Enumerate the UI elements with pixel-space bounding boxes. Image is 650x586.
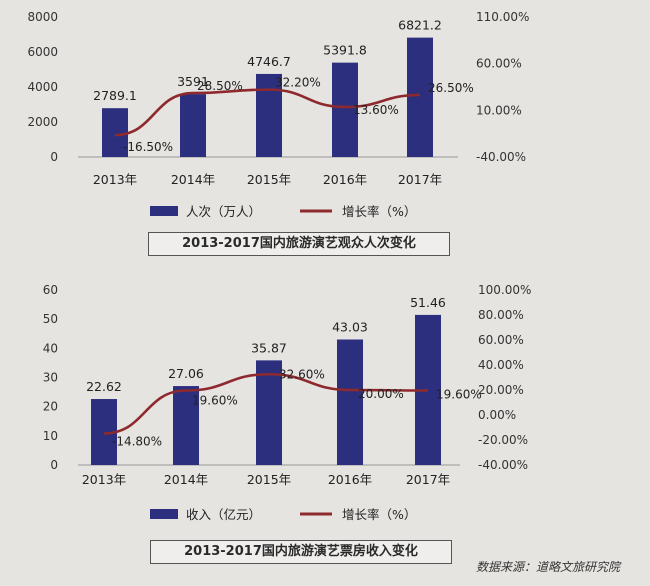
- right-axis-tick-label: -40.00%: [478, 458, 528, 472]
- left-axis-tick-label: 0: [50, 458, 58, 472]
- left-axis-tick-label: 0: [50, 150, 58, 164]
- right-axis-tick-label: 80.00%: [478, 308, 524, 322]
- right-axis-tick-label: 60.00%: [476, 57, 522, 71]
- growth-rate-line: [103, 372, 429, 435]
- left-axis-tick-label: 60: [43, 283, 58, 297]
- right-axis-tick-label: 100.00%: [478, 283, 531, 297]
- category-label: 2015年: [247, 472, 291, 487]
- legend-bar-label: 人次（万人）: [186, 204, 261, 219]
- bar-value-label: 6821.2: [398, 18, 442, 33]
- legend-bar-swatch: [150, 206, 178, 216]
- bar-2016年: [337, 339, 363, 465]
- right-axis-tick-label: 110.00%: [476, 10, 529, 24]
- bar-2014年: [180, 94, 206, 157]
- bar-2016年: [332, 62, 358, 157]
- left-axis-tick-label: 50: [43, 312, 58, 326]
- bar-value-label: 35.87: [251, 340, 287, 355]
- right-axis-tick-label: 40.00%: [478, 358, 524, 372]
- category-label: 2013年: [93, 172, 137, 187]
- right-axis-tick-label: -40.00%: [476, 150, 526, 164]
- bar-2015年: [256, 73, 282, 157]
- bar-value-label: 5391.8: [323, 43, 367, 58]
- right-axis-tick-label: -20.00%: [478, 433, 528, 447]
- growth-rate-label: -14.80%: [112, 435, 162, 449]
- category-label: 2013年: [82, 472, 126, 487]
- growth-rate-label: 20.00%: [358, 387, 404, 401]
- audience-chart: 0 2000 4000 6000 8000 -40.00% 10.00% 60.00% 110.…: [27, 10, 529, 219]
- legend-line-label: 增长率（%）: [342, 507, 416, 522]
- growth-rate-label: 19.60%: [192, 394, 238, 408]
- category-label: 2014年: [171, 172, 215, 187]
- bar-2013年: [102, 108, 128, 157]
- bar-value-label: 27.06: [168, 366, 204, 381]
- right-axis-tick-label: 10.00%: [476, 103, 522, 117]
- bar-value-label: 22.62: [86, 379, 122, 394]
- bar-2014年: [173, 386, 199, 465]
- revenue-chart-title: 2013-2017国内旅游演艺票房收入变化: [150, 540, 452, 564]
- category-label: 2016年: [323, 172, 367, 187]
- bar-value-label: 3591: [177, 74, 209, 89]
- growth-rate-label: 13.60%: [353, 103, 399, 117]
- category-label: 2015年: [247, 172, 291, 187]
- audience-chart-title: 2013-2017国内旅游演艺观众人次变化: [148, 232, 450, 256]
- legend-bar-label: 收入（亿元）: [186, 507, 261, 522]
- bar-2017年: [407, 37, 433, 158]
- bar-value-label: 51.46: [410, 295, 446, 310]
- category-label: 2017年: [398, 172, 442, 187]
- category-label: 2014年: [164, 472, 208, 487]
- growth-rate-label: -16.50%: [123, 140, 173, 154]
- growth-rate-label: 28.50%: [197, 79, 243, 93]
- legend-line-label: 增长率（%）: [342, 204, 416, 219]
- category-label: 2016年: [328, 472, 372, 487]
- right-axis-tick-label: 60.00%: [478, 333, 524, 347]
- bar-value-label: 2789.1: [93, 88, 137, 103]
- growth-rate-label: 32.60%: [279, 367, 325, 381]
- data-source: 数据来源：道略文旅研究院: [475, 560, 620, 574]
- bar-value-label: 4746.7: [247, 54, 291, 69]
- growth-rate-label: 32.20%: [275, 76, 321, 90]
- left-axis-tick-label: 10: [43, 429, 58, 443]
- left-axis-tick-label: 6000: [27, 45, 58, 59]
- left-axis-tick-label: 20: [43, 400, 58, 414]
- growth-rate-line: [114, 88, 421, 137]
- growth-rate-label: 26.50%: [428, 81, 474, 95]
- growth-rate-label: 19.60%: [436, 388, 482, 402]
- revenue-chart: 0 10 20 30 40 50 60 -40.00% -20.00% 0.00% 20.00% 40…: [43, 283, 532, 522]
- legend-bar-swatch: [150, 509, 178, 519]
- category-label: 2017年: [406, 472, 450, 487]
- bar-value-label: 43.03: [332, 319, 368, 334]
- right-axis-tick-label: 0.00%: [478, 408, 516, 422]
- left-axis-tick-label: 4000: [27, 80, 58, 94]
- left-axis-tick-label: 8000: [27, 10, 58, 24]
- bar-2015年: [256, 360, 282, 465]
- left-axis-tick-label: 40: [43, 341, 58, 355]
- left-axis-tick-label: 30: [43, 371, 58, 385]
- left-axis-tick-label: 2000: [27, 115, 58, 129]
- right-axis-tick-label: 20.00%: [478, 383, 524, 397]
